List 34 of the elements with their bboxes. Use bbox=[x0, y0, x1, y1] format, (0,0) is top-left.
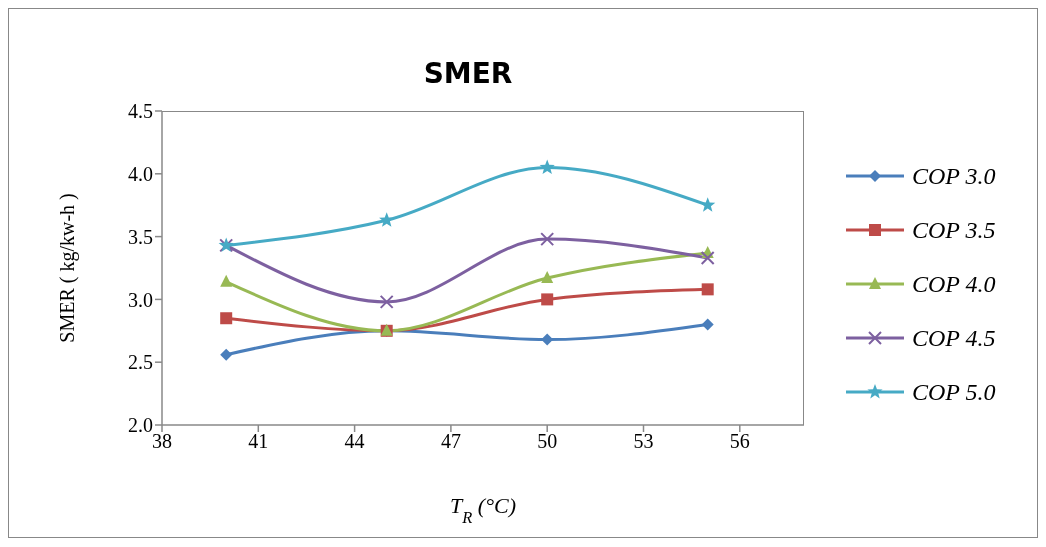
point bbox=[701, 283, 714, 296]
y-tick-label: 3.0 bbox=[128, 288, 153, 311]
point bbox=[220, 274, 233, 287]
point bbox=[541, 271, 554, 284]
x-tick-label: 47 bbox=[440, 430, 461, 453]
point bbox=[379, 294, 394, 309]
y-tick-label: 4.5 bbox=[128, 100, 153, 123]
y-axis-title: SMER ( kg/kw-h ) bbox=[56, 193, 79, 343]
point bbox=[700, 197, 716, 212]
chart-title: SMER bbox=[422, 57, 514, 90]
legend-label: COP 3.5 bbox=[912, 216, 996, 244]
point bbox=[541, 293, 554, 306]
point bbox=[379, 212, 395, 227]
y-tick-label: 3.5 bbox=[128, 225, 153, 248]
x-tick-label: 41 bbox=[248, 430, 269, 453]
y-tick-label: 2.0 bbox=[128, 414, 153, 437]
point bbox=[220, 348, 233, 361]
legend-label: COP 5.0 bbox=[912, 378, 996, 406]
x-tick-label: 38 bbox=[152, 430, 172, 453]
point bbox=[539, 159, 555, 174]
legend-label: COP 4.0 bbox=[912, 270, 996, 298]
x-tick-label: 50 bbox=[537, 430, 558, 453]
legend-label: COP 4.5 bbox=[912, 324, 996, 352]
x-tick-label: 56 bbox=[729, 430, 750, 453]
point bbox=[540, 232, 555, 247]
x-tick-label: 44 bbox=[344, 430, 365, 453]
x-tick-label: 53 bbox=[633, 430, 654, 453]
point bbox=[220, 312, 233, 325]
y-tick-label: 4.0 bbox=[128, 162, 153, 185]
y-tick-label: 2.5 bbox=[128, 351, 153, 374]
legend-label: COP 3.0 bbox=[912, 162, 996, 190]
point bbox=[700, 250, 715, 265]
point bbox=[701, 318, 714, 331]
x-axis-title: T$_{R}$ (°C) bbox=[450, 493, 516, 527]
